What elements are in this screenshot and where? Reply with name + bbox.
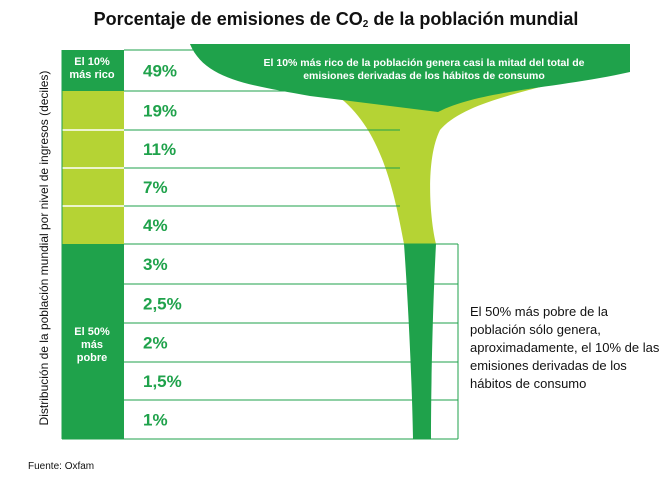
decile-value-label: 4% bbox=[143, 216, 168, 235]
poor-annotation: El 50% más pobre de la población sólo ge… bbox=[470, 304, 660, 391]
funnel-stem bbox=[404, 244, 436, 439]
rich-annotation-line1: El 10% más rico de la población genera c… bbox=[264, 57, 585, 69]
decile-value-label: 1,5% bbox=[143, 372, 182, 391]
decile-value-label: 1% bbox=[143, 411, 168, 430]
poor-group-cell bbox=[62, 244, 124, 439]
decile-value-label: 2% bbox=[143, 334, 168, 353]
poor-group-label-line1: El 50% bbox=[74, 326, 110, 338]
rich-annotation-line2: emisiones derivadas de los hábitos de co… bbox=[303, 70, 545, 82]
decile-value-label: 11% bbox=[143, 140, 176, 159]
deciles-table: 49% 19% 11% 7% 4% 3% 2,5% 2% 1,5% 1% bbox=[61, 49, 459, 440]
rich-group-label-line1: El 10% bbox=[74, 56, 110, 68]
rich-group-cell bbox=[62, 50, 124, 91]
rich-group-label-line2: más rico bbox=[69, 69, 115, 81]
decile-value-label: 19% bbox=[143, 102, 177, 121]
emissions-funnel bbox=[190, 44, 630, 439]
funnel-light-section bbox=[190, 44, 630, 244]
decile-value-label: 7% bbox=[143, 178, 168, 197]
decile-value-label: 3% bbox=[143, 255, 168, 274]
decile-value-label: 49% bbox=[143, 62, 177, 81]
funnel-dark-section bbox=[190, 44, 630, 112]
decile-value-label: 2,5% bbox=[143, 295, 182, 314]
poor-group-label-line3: pobre bbox=[77, 352, 108, 364]
source-note: Fuente: Oxfam bbox=[28, 461, 95, 472]
poor-group-label-line2: más bbox=[81, 339, 103, 351]
chart-title: Porcentaje de emisiones de CO2 de la pob… bbox=[93, 9, 579, 30]
